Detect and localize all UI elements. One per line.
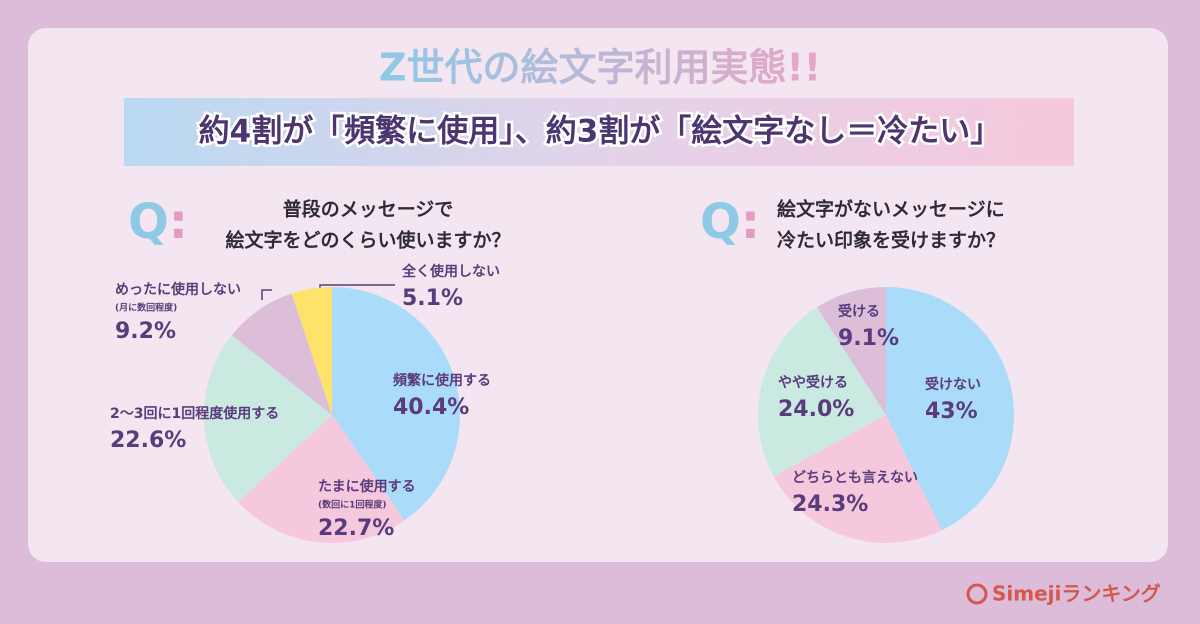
q-marker: Q: [700,194,760,250]
slice-label: 全く使用しない [401,263,500,280]
value-label: 40.4% [393,395,469,420]
value-label: 43% [925,399,978,424]
value-label: 24.3% [792,492,868,517]
value-label: 9.2% [115,319,176,344]
leader-line [261,289,272,300]
value-label: 24.0% [778,397,854,422]
pie-slice [816,287,886,415]
slice-label: 受ける [838,303,880,320]
brand-icon [966,583,988,605]
slice-label: やや受ける [778,374,848,391]
pie-slice [332,287,460,521]
slice-label: 受けない [925,376,981,393]
value-label: 22.7% [318,516,394,541]
pie-slice [758,307,886,477]
q-marker: Q: [128,194,188,250]
brand: Simejiランキング [992,582,1161,606]
slice-note: (数回に1回程度) [318,499,387,511]
pie-slice [204,335,332,503]
subtitle-band [124,98,1074,166]
value-label: 9.1% [838,326,899,351]
slice-label: どちらとも言えない [792,469,918,486]
slice-label: 頻繁に使用する [393,372,491,389]
pie-slice [291,287,332,415]
question: 冷たい印象を受けますか？ [777,229,1005,252]
question: 普段のメッセージで [283,198,454,221]
subtitle: 約4割が「頻繁に使用」、約3割が「絵文字なし＝冷たい」 [199,114,1002,150]
value-label: 22.6% [110,428,186,453]
pie-slice [238,415,405,543]
slice-label: めったに使用しない [115,281,241,298]
title: Z世代の絵文字利用実態!! [379,46,821,90]
pie-slice [886,287,1014,531]
slice-note: (月に数回程度) [115,302,177,314]
question: 絵文字をどのくらい使いますか？ [225,229,510,252]
slice-label: 2〜3回に1回程度使用する [110,405,279,422]
pie-slice [773,415,942,544]
value-label: 5.1% [402,286,463,311]
slice-label: たまに使用する [318,478,416,495]
pie-slice [231,293,332,415]
question: 絵文字がないメッセージに [777,198,1005,221]
